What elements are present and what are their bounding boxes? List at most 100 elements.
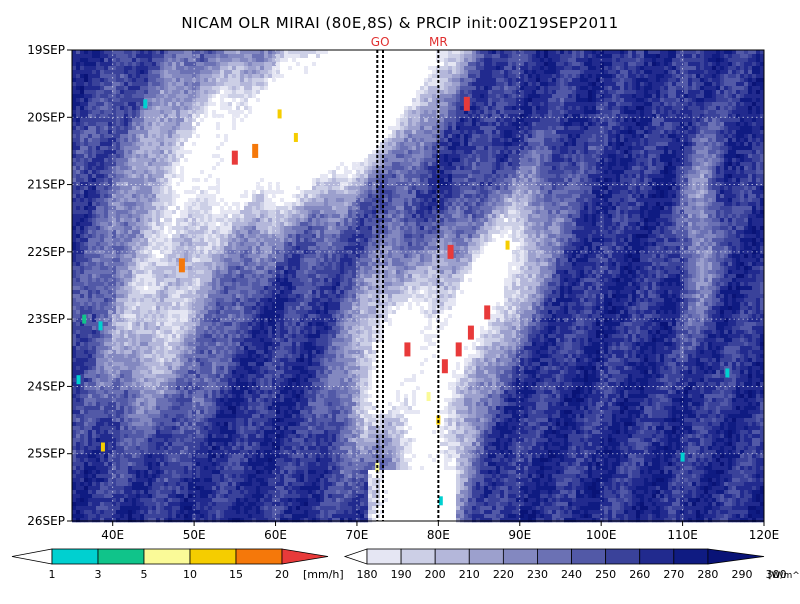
olr-cell (472, 54, 477, 59)
olr-cell (80, 86, 85, 91)
olr-cell (464, 146, 469, 151)
olr-cell (440, 110, 445, 115)
olr-cell (440, 78, 445, 83)
olr-cell (320, 154, 325, 159)
olr-cell (676, 78, 681, 83)
olr-cell (556, 126, 561, 131)
olr-cell (760, 150, 765, 155)
olr-cell (212, 126, 217, 131)
olr-cell (232, 70, 237, 75)
olr-cell (388, 118, 393, 123)
olr-cell (600, 94, 605, 99)
olr-cell (436, 142, 441, 147)
olr-cell (488, 66, 493, 71)
olr-cell (588, 158, 593, 163)
olr-cell (168, 130, 173, 135)
olr-cell (528, 86, 533, 91)
olr-cell (748, 106, 753, 111)
olr-cell (608, 158, 613, 163)
olr-cell (184, 54, 189, 59)
olr-cell (692, 154, 697, 159)
olr-cell (344, 86, 349, 91)
olr-cell (520, 106, 525, 111)
olr-cell (360, 146, 365, 151)
olr-cell (440, 154, 445, 159)
olr-cell (356, 118, 361, 123)
olr-cell (620, 86, 625, 91)
olr-cell (640, 50, 645, 55)
olr-cell (456, 138, 461, 143)
olr-cell (556, 98, 561, 103)
olr-cell (260, 94, 265, 99)
olr-cell (440, 86, 445, 91)
olr-cell (172, 154, 177, 159)
olr-cell (420, 162, 425, 167)
olr-cell (372, 126, 377, 131)
olr-cell (308, 102, 313, 107)
olr-cell (684, 130, 689, 135)
olr-cell (348, 94, 353, 99)
olr-cell (736, 90, 741, 95)
olr-cell (696, 142, 701, 147)
olr-cell (460, 78, 465, 83)
olr-cell (640, 86, 645, 91)
olr-cell (104, 94, 109, 99)
olr-cell (108, 70, 113, 75)
olr-cell (448, 150, 453, 155)
olr-cell (536, 110, 541, 115)
olr-cell (564, 78, 569, 83)
olr-cell (144, 86, 149, 91)
olr-cell (608, 102, 613, 107)
olr-cell (156, 106, 161, 111)
olr-cell (300, 102, 305, 107)
olr-cell (76, 142, 81, 147)
olr-cell (484, 162, 489, 167)
olr-cell (524, 106, 529, 111)
olr-cell (456, 66, 461, 71)
olr-cell (144, 82, 149, 87)
olr-cell (380, 122, 385, 127)
olr-cell (440, 106, 445, 111)
olr-cell (252, 110, 257, 115)
olr-cell (424, 150, 429, 155)
olr-cell (744, 130, 749, 135)
olr-cell (556, 110, 561, 115)
olr-cell (700, 102, 705, 107)
olr-cell (176, 138, 181, 143)
olr-cell (632, 114, 637, 119)
olr-cell (696, 130, 701, 135)
olr-cell (208, 150, 213, 155)
olr-cell (492, 146, 497, 151)
olr-cell (160, 150, 165, 155)
olr-cell (640, 122, 645, 127)
olr-cell (408, 154, 413, 159)
olr-cell (244, 118, 249, 123)
olr-cell (756, 122, 761, 127)
olr-cell (540, 150, 545, 155)
olr-cell (96, 138, 101, 143)
olr-cell (616, 82, 621, 87)
olr-cell (456, 50, 461, 55)
olr-cell (264, 50, 269, 55)
olr-cell (420, 146, 425, 151)
olr-cell (204, 150, 209, 155)
olr-cell (300, 70, 305, 75)
olr-cell (564, 114, 569, 119)
olr-cell (460, 110, 465, 115)
olr-cell (648, 138, 653, 143)
olr-cell (656, 82, 661, 87)
olr-cell (616, 158, 621, 163)
olr-cell (736, 82, 741, 87)
olr-cell (688, 146, 693, 151)
olr-cell (632, 90, 637, 95)
olr-cell (672, 110, 677, 115)
olr-cell (392, 134, 397, 139)
olr-cell (76, 102, 81, 107)
olr-cell (512, 158, 517, 163)
olr-cell (472, 62, 477, 67)
olr-cell (604, 78, 609, 83)
olr-cell (532, 102, 537, 107)
olr-cell (460, 142, 465, 147)
olr-cell (348, 62, 353, 67)
olr-cell (612, 118, 617, 123)
